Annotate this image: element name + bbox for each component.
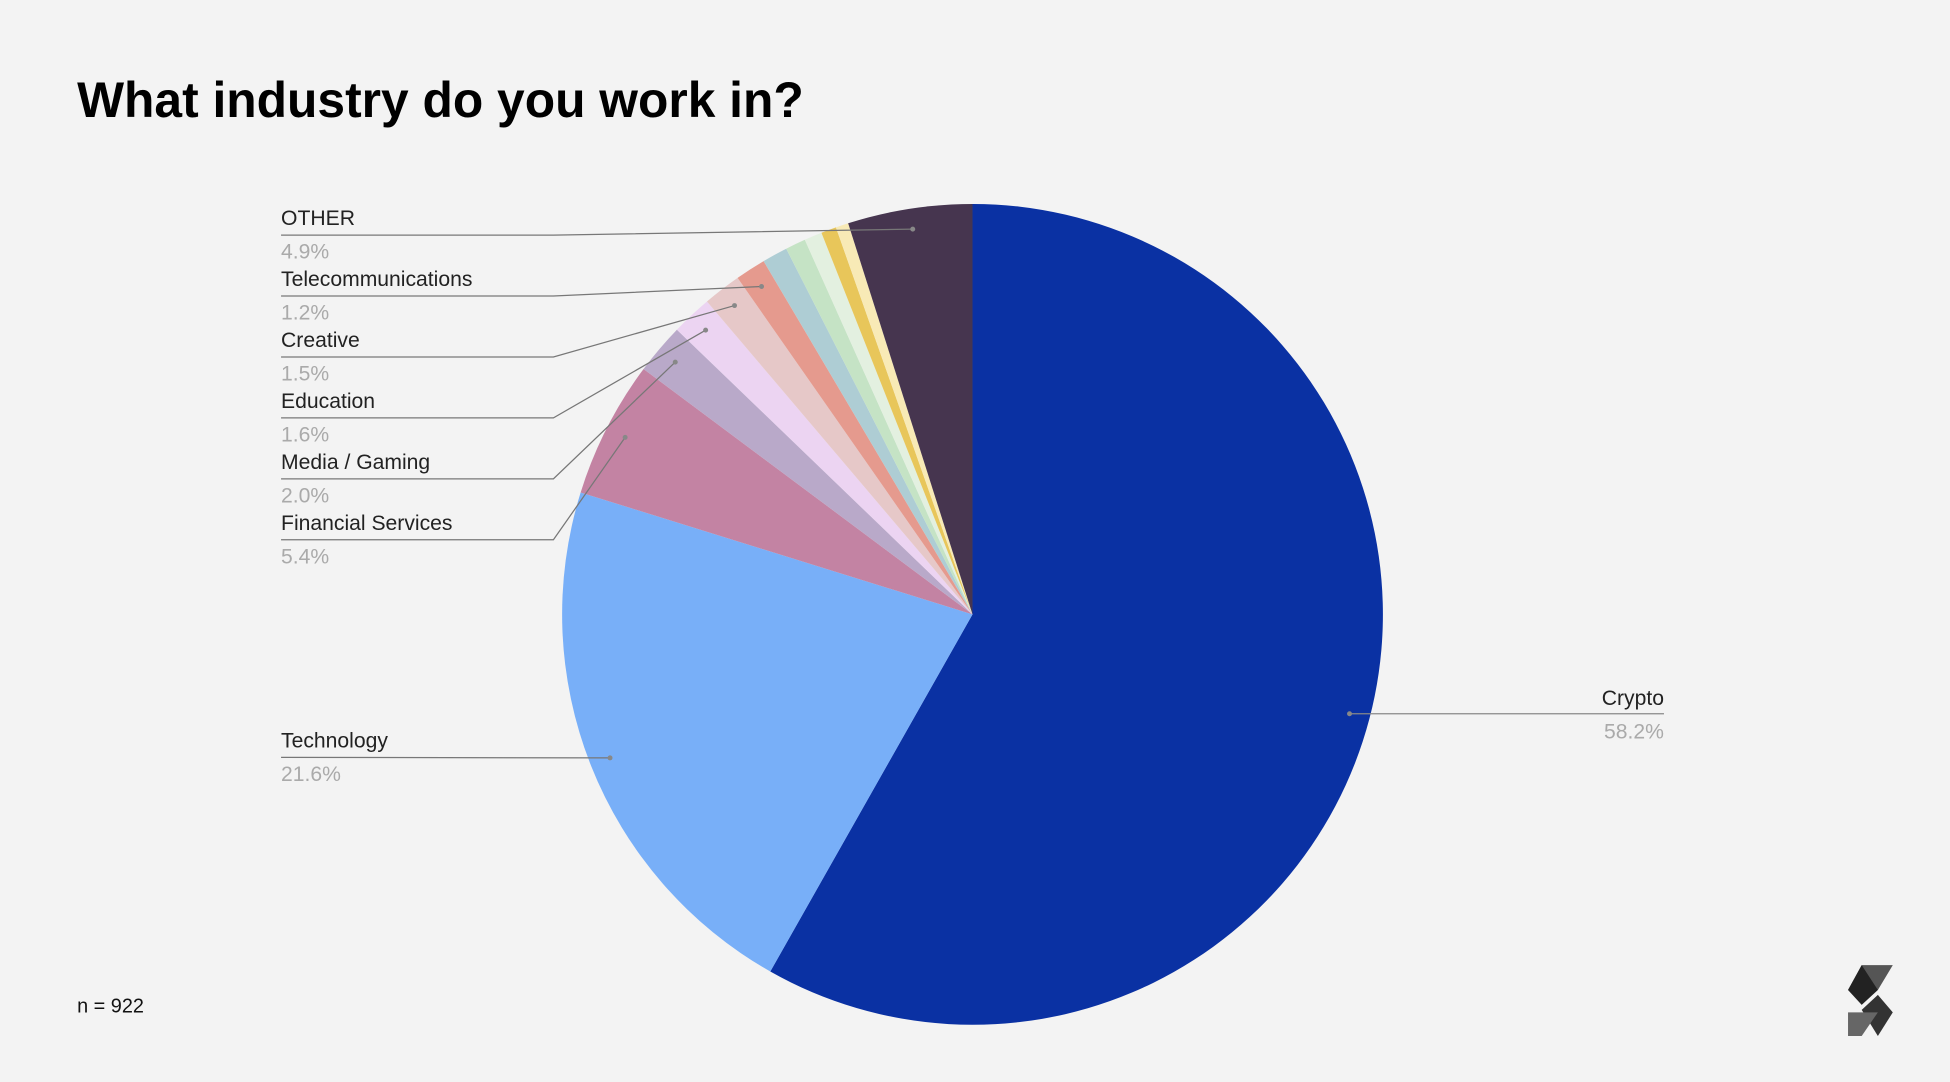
slice-value-label: 2.0% — [281, 484, 329, 507]
leader-dot — [622, 434, 628, 440]
slice-label: OTHER — [281, 207, 355, 230]
pie-slice — [737, 261, 973, 615]
slice-label: Crypto — [1602, 687, 1664, 710]
leader-line — [281, 756, 611, 759]
leader-dot — [607, 755, 613, 761]
pie-slice — [786, 239, 973, 615]
leader-dot — [1347, 711, 1353, 717]
leader-line — [281, 285, 762, 297]
pie-slice — [676, 301, 973, 615]
pie-slice — [804, 232, 973, 615]
leader-dot — [672, 359, 678, 365]
leader-dot — [759, 284, 765, 289]
pie-slice — [562, 492, 973, 972]
pie-slice — [821, 227, 973, 615]
leader-dot — [703, 327, 709, 333]
slice-value-label: 1.5% — [281, 363, 329, 386]
pie-slice — [643, 329, 973, 615]
leader-dot — [732, 303, 738, 309]
pie-slice — [580, 368, 973, 615]
slice-value-label: 21.6% — [281, 763, 341, 786]
pie-slice — [770, 203, 1383, 1025]
slice-value-label: 1.6% — [281, 424, 329, 447]
slice-label: Telecommunications — [281, 268, 472, 291]
slice-label: Education — [281, 390, 375, 413]
leader-dot — [910, 226, 916, 232]
pie-slice — [835, 223, 973, 615]
slice-value-label: 5.4% — [281, 545, 329, 568]
slice-label: Financial Services — [281, 512, 452, 535]
slice-label: Creative — [281, 329, 360, 352]
leader-line — [281, 361, 676, 480]
chart-title: What industry do you work in? — [77, 72, 804, 128]
leader-line — [281, 304, 735, 358]
slice-value-label: 1.2% — [281, 302, 329, 325]
pie-slice — [706, 277, 973, 615]
pie-slice — [848, 203, 973, 615]
logo — [1848, 965, 1893, 1036]
slice-value-label: 4.9% — [281, 241, 329, 264]
sample-note: n = 922 — [77, 995, 144, 1017]
slice-label: Technology — [281, 729, 388, 752]
pie-slice — [763, 248, 973, 615]
leader-line — [281, 437, 626, 541]
leader-line — [281, 329, 706, 419]
slice-value-label: 58.2% — [1604, 721, 1664, 744]
leader-line — [281, 228, 913, 236]
slice-label: Media / Gaming — [281, 451, 430, 474]
